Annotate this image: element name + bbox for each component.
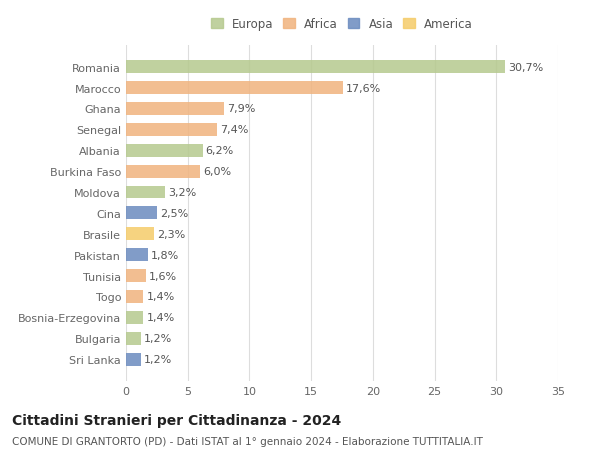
Text: 1,4%: 1,4% — [146, 292, 175, 302]
Text: 7,9%: 7,9% — [227, 104, 255, 114]
Text: 1,4%: 1,4% — [146, 313, 175, 323]
Text: 7,4%: 7,4% — [220, 125, 249, 135]
Text: 6,0%: 6,0% — [203, 167, 231, 177]
Bar — [126, 165, 200, 178]
Text: 1,6%: 1,6% — [149, 271, 177, 281]
Bar — [126, 249, 148, 262]
Bar — [126, 103, 224, 116]
Bar — [126, 353, 141, 366]
Text: 1,2%: 1,2% — [144, 354, 172, 364]
Text: COMUNE DI GRANTORTO (PD) - Dati ISTAT al 1° gennaio 2024 - Elaborazione TUTTITAL: COMUNE DI GRANTORTO (PD) - Dati ISTAT al… — [12, 436, 483, 446]
Text: 1,2%: 1,2% — [144, 333, 172, 343]
Bar — [126, 269, 146, 282]
Bar — [126, 332, 141, 345]
Bar — [126, 228, 154, 241]
Bar — [126, 186, 166, 199]
Text: 3,2%: 3,2% — [169, 188, 197, 197]
Text: 1,8%: 1,8% — [151, 250, 179, 260]
Bar — [126, 311, 143, 324]
Bar — [126, 123, 217, 137]
Bar — [126, 82, 343, 95]
Text: 2,3%: 2,3% — [157, 230, 186, 239]
Legend: Europa, Africa, Asia, America: Europa, Africa, Asia, America — [209, 16, 475, 34]
Text: 17,6%: 17,6% — [346, 84, 382, 94]
Text: 6,2%: 6,2% — [206, 146, 234, 156]
Text: Cittadini Stranieri per Cittadinanza - 2024: Cittadini Stranieri per Cittadinanza - 2… — [12, 413, 341, 427]
Bar — [126, 145, 203, 157]
Text: 2,5%: 2,5% — [160, 208, 188, 218]
Text: 30,7%: 30,7% — [508, 62, 543, 73]
Bar — [126, 61, 505, 74]
Bar — [126, 290, 143, 303]
Bar — [126, 207, 157, 220]
